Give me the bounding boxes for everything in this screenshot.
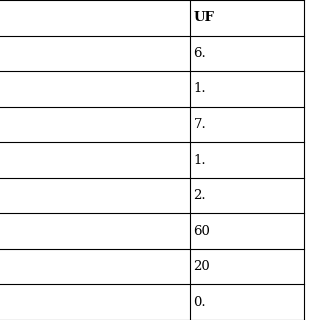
Text: 1.: 1. xyxy=(194,82,206,95)
Text: 7.: 7. xyxy=(194,118,206,131)
Text: 20: 20 xyxy=(194,260,210,273)
Text: UF: UF xyxy=(194,11,214,24)
Text: 6.: 6. xyxy=(194,47,206,60)
Text: 60: 60 xyxy=(194,225,210,238)
Text: 1.: 1. xyxy=(194,154,206,166)
Text: 2.: 2. xyxy=(194,189,206,202)
Text: 0.: 0. xyxy=(194,296,206,309)
